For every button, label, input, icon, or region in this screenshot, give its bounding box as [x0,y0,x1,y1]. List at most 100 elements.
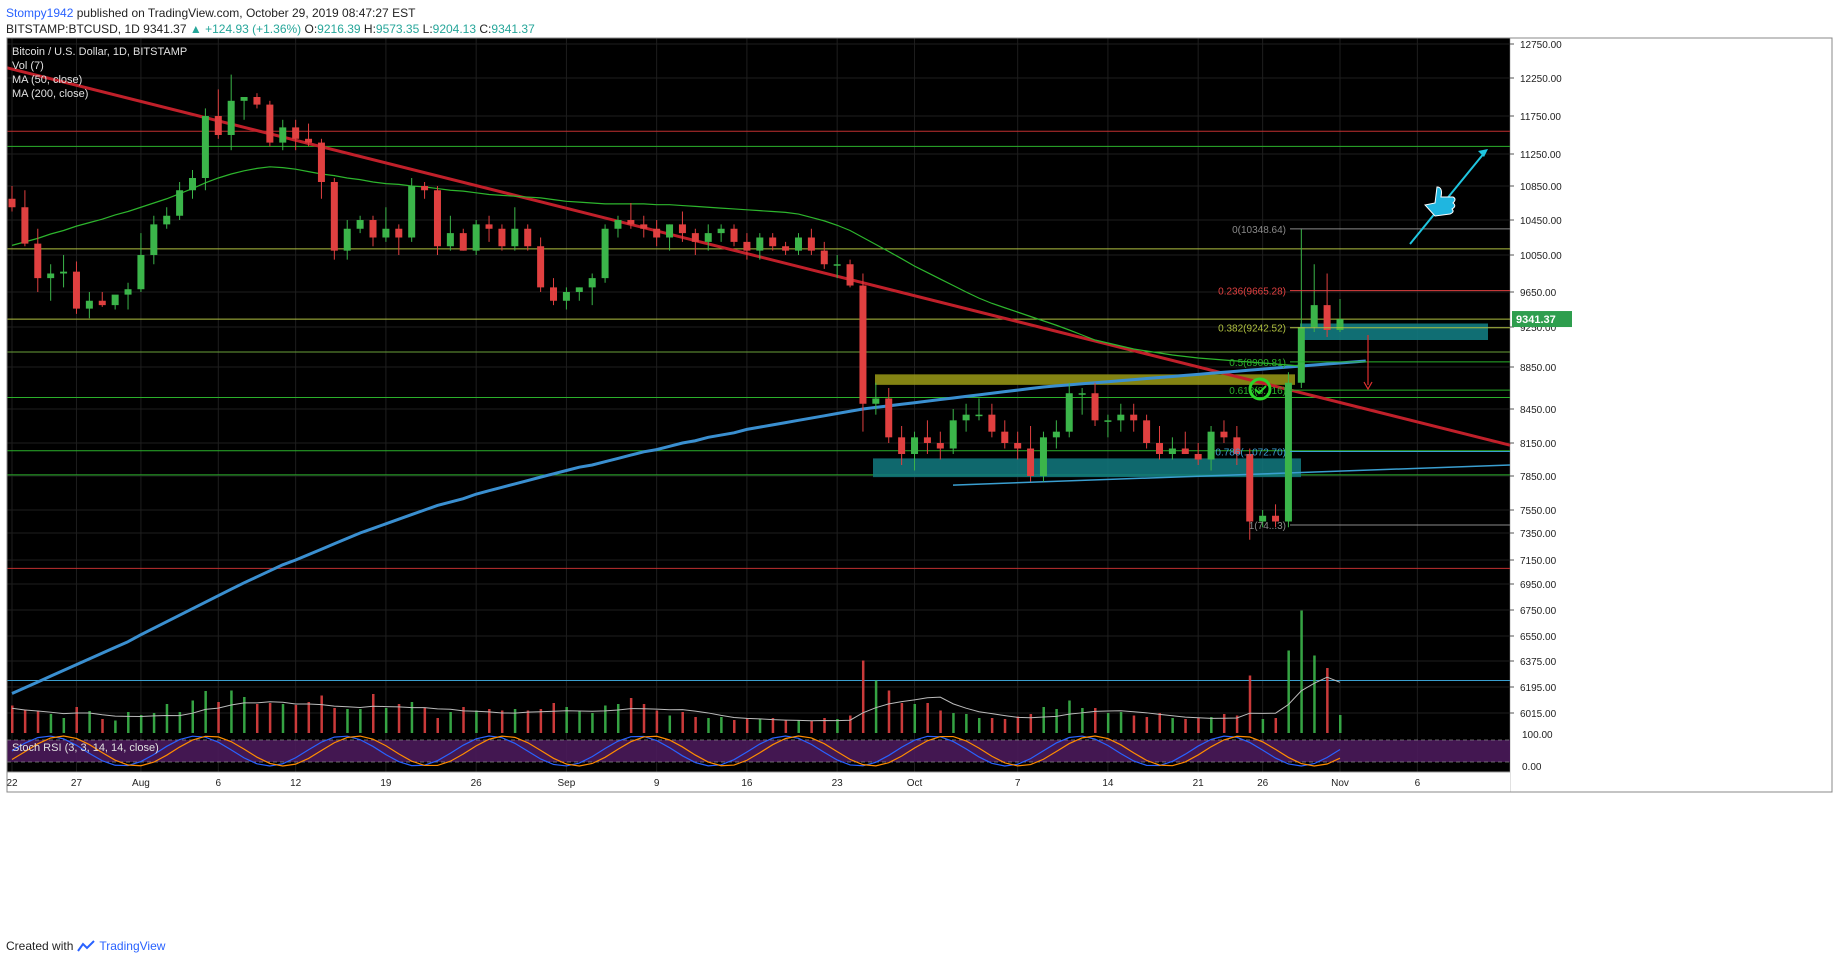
candle [1310,264,1318,332]
candle-body [936,443,944,449]
time-tick-label: 27 [71,778,83,789]
candle-body [21,207,29,244]
volume-bar [127,712,130,733]
candle-body [214,116,222,135]
candle [678,211,686,242]
time-tick-label: Sep [558,778,576,789]
candle [975,398,983,421]
volume-bar [1119,712,1123,733]
volume-bar [191,700,195,733]
candle [111,294,119,310]
candle-body [485,224,493,229]
volume-bar [423,708,427,733]
volume-bar [1184,719,1187,733]
volume-bar [346,709,349,733]
volume-bar [1313,655,1316,733]
axis-tick-label: 11250.00 [1520,150,1561,161]
volume-bar [23,709,27,733]
volume-bar [384,708,388,733]
candle-body [820,250,828,265]
candle [769,233,777,251]
candle-body [1233,437,1241,454]
candle-body [85,300,93,309]
volume-bar [165,704,169,733]
volume-bar [694,717,697,733]
volume-bar [397,704,401,733]
candle-body [382,228,390,238]
candle [794,233,802,255]
volume-bar [642,704,646,733]
volume-bar [913,704,917,733]
candle [1168,437,1176,460]
volume-bar [307,702,311,733]
candle-body [717,228,725,234]
candle [691,228,699,255]
rsi-band [7,740,1510,762]
price-tag-bg [1512,311,1572,328]
volume-bar [1042,707,1045,733]
volume-bar [230,690,233,733]
volume-bar [771,718,775,733]
candle [330,178,338,260]
candle [1284,372,1292,528]
symbol-text: BITSTAMP:BTCUSD, 1D [6,22,140,36]
candle-body [124,289,132,295]
candle [124,282,132,310]
author-link[interactable]: Stompy1942 [6,6,74,20]
time-tick-label: Nov [1331,778,1349,789]
candle-body [691,233,699,242]
candle-body [395,228,403,238]
volume-bar [616,704,620,733]
grid [7,38,1510,772]
fib-levels: 0(10348.64) 0.236(9665.28) 0.382(9242.52) 0… [1215,225,1510,532]
candle-body [949,420,957,449]
tradingview-link[interactable]: TradingView [99,939,166,953]
volume-bar [359,709,362,733]
candle-body [1039,437,1047,476]
candle [1246,448,1254,540]
yellow-zone [875,374,1295,385]
volume-bar [720,717,723,733]
candle [872,382,880,415]
volume-bar [591,713,594,733]
candle-body [317,142,325,182]
up-arrow-head-icon [1478,149,1488,157]
volume-bar [462,707,465,733]
volume-bar [1068,700,1071,733]
chart-border [6,37,1833,793]
candle-body [330,182,338,251]
low-label: L: [422,22,433,36]
candle [60,255,68,288]
rsi-axis-label: 100.00 [1522,730,1553,741]
candle [1065,382,1073,438]
candle [936,431,944,460]
candle-body [1297,327,1305,383]
candle [1194,443,1202,465]
price-axis: 12750.00 12250.00 11750.00 11250.00 10850.00… [1510,40,1562,773]
candle-body [189,178,197,191]
candle [640,215,648,238]
volume-bar [488,709,491,733]
rsi-label: Stoch RSI (3, 3, 14, 14, close) [12,742,159,754]
candle-body [588,278,596,288]
candle-body [923,437,931,443]
volume-bar [1248,675,1252,733]
candle-body [201,116,209,178]
volume-bar [281,704,285,733]
candle-body [653,228,661,238]
candle [949,409,957,454]
candle-body [1181,448,1189,454]
candle-body [356,220,364,229]
time-tick-label: Aug [132,778,150,789]
volume-bar [1274,718,1278,733]
support-trendline [952,464,1511,486]
candle [743,233,751,260]
candle-body [988,414,996,432]
volume-bar [990,718,994,733]
candle [47,264,55,301]
candle-body [343,228,351,251]
volume-bar [75,707,78,733]
candle [189,170,197,199]
